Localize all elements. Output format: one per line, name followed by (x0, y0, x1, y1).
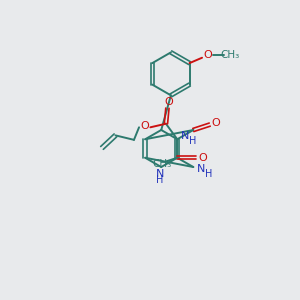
Text: O: O (198, 153, 207, 163)
Text: O: O (140, 122, 149, 131)
Text: O: O (203, 50, 212, 60)
Text: H: H (188, 136, 196, 146)
Text: O: O (164, 97, 173, 106)
Text: CH₃: CH₃ (220, 50, 239, 60)
Text: N: N (196, 164, 205, 174)
Text: N: N (156, 169, 164, 178)
Text: CH₃: CH₃ (152, 159, 171, 169)
Text: H: H (205, 169, 212, 179)
Text: N: N (181, 131, 189, 141)
Text: O: O (211, 118, 220, 128)
Text: H: H (156, 175, 164, 184)
